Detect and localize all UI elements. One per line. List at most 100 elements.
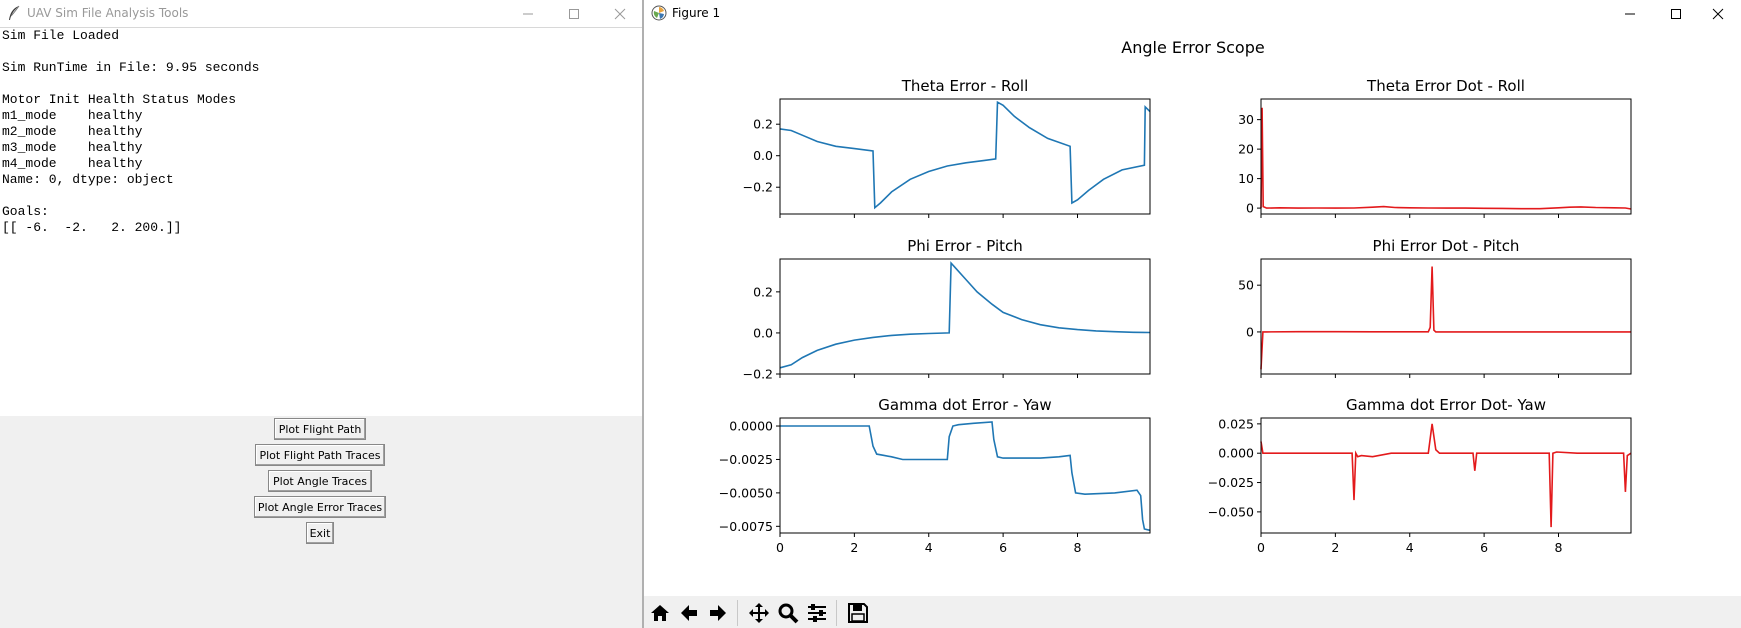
text-line: Sim RunTime in File: 9.95 seconds xyxy=(2,60,260,75)
subplot-title: Phi Error - Pitch xyxy=(907,237,1023,255)
button-panel: Plot Flight Path Plot Flight Path Traces… xyxy=(0,416,643,628)
close-icon xyxy=(614,8,626,19)
y-tick-label: −0.2 xyxy=(743,367,773,382)
y-tick-label: 0.0 xyxy=(753,325,773,340)
pan-button[interactable] xyxy=(746,600,772,626)
text-line: m4_mode healthy xyxy=(2,156,143,171)
zoom-button[interactable] xyxy=(775,600,801,626)
maximize-button[interactable] xyxy=(551,0,597,27)
plot-flight-path-button[interactable]: Plot Flight Path xyxy=(274,418,366,440)
forward-icon xyxy=(710,605,726,621)
x-tick-label: 6 xyxy=(999,540,1007,555)
x-tick-label: 0 xyxy=(1257,540,1265,555)
axes-frame xyxy=(779,417,1151,534)
subplot-title: Phi Error Dot - Pitch xyxy=(1373,237,1520,255)
save-button[interactable] xyxy=(845,600,871,626)
y-tick-label: 50 xyxy=(1238,278,1254,293)
back-button[interactable] xyxy=(676,600,702,626)
y-tick-label: 0.025 xyxy=(1218,416,1254,431)
text-line: m2_mode healthy xyxy=(2,124,143,139)
x-tick-label: 4 xyxy=(925,540,933,555)
home-icon xyxy=(651,605,669,621)
y-tick-label: 0 xyxy=(1246,201,1254,216)
y-tick-label: 0.000 xyxy=(1218,446,1254,461)
text-line: Goals: xyxy=(2,204,49,219)
figure-window-title: Figure 1 xyxy=(672,6,721,20)
y-tick-label: 10 xyxy=(1238,171,1254,186)
text-line: m1_mode healthy xyxy=(2,108,143,123)
forward-button[interactable] xyxy=(705,600,731,626)
axes-frame xyxy=(1260,417,1632,534)
home-button[interactable] xyxy=(647,600,673,626)
axes-frame xyxy=(779,98,1151,215)
figure-minimize-button[interactable] xyxy=(1607,0,1653,27)
y-tick-label: −0.050 xyxy=(1208,504,1254,519)
x-tick-label: 6 xyxy=(1480,540,1488,555)
text-line: Name: 0, dtype: object xyxy=(2,172,174,187)
y-tick-label: 0.0000 xyxy=(729,419,773,434)
text-line xyxy=(2,76,643,92)
configure-subplots-button[interactable] xyxy=(804,600,830,626)
subplot-title: Gamma dot Error - Yaw xyxy=(878,396,1051,414)
maximize-icon xyxy=(1671,8,1681,19)
back-icon xyxy=(681,605,697,621)
analysis-tools-window: UAV Sim File Analysis Tools Sim File Loa… xyxy=(0,0,643,628)
x-tick-label: 2 xyxy=(1331,540,1339,555)
text-line: [[ -6. -2. 2. 200.]] xyxy=(2,220,182,235)
configure-subplots-icon xyxy=(808,604,826,622)
output-text-area[interactable]: Sim File Loaded Sim RunTime in File: 9.9… xyxy=(0,28,643,416)
pan-icon xyxy=(749,603,769,623)
save-icon xyxy=(848,603,868,623)
series-line xyxy=(1260,423,1632,528)
y-tick-label: −0.0050 xyxy=(719,485,773,500)
series-line xyxy=(779,261,1151,369)
y-tick-label: 30 xyxy=(1238,112,1254,127)
navigation-toolbar xyxy=(644,596,1741,628)
text-line xyxy=(2,188,643,204)
series-line xyxy=(1260,266,1631,370)
x-tick-label: 0 xyxy=(776,540,784,555)
zoom-icon xyxy=(778,603,799,624)
subplot-title: Theta Error - Roll xyxy=(901,77,1029,95)
left-title-bar[interactable]: UAV Sim File Analysis Tools xyxy=(0,0,643,28)
matplotlib-icon xyxy=(651,5,667,21)
subplot-title: Theta Error Dot - Roll xyxy=(1366,77,1525,95)
plot-angle-error-traces-button[interactable]: Plot Angle Error Traces xyxy=(254,496,386,518)
window-divider xyxy=(642,0,644,628)
figure-window: Figure 1 Angle Error Scope Theta Error -… xyxy=(644,0,1741,628)
minimize-button[interactable] xyxy=(505,0,551,27)
feather-icon xyxy=(7,5,21,21)
window-title: UAV Sim File Analysis Tools xyxy=(27,6,189,20)
y-tick-label: −0.0075 xyxy=(719,519,773,534)
toolbar-separator xyxy=(836,600,837,626)
subplot-title: Gamma dot Error Dot- Yaw xyxy=(1346,396,1546,414)
plot-flight-path-traces-button[interactable]: Plot Flight Path Traces xyxy=(255,444,385,466)
y-tick-label: 20 xyxy=(1238,142,1254,157)
y-tick-label: 0.2 xyxy=(753,284,773,299)
text-line: Motor Init Health Status Modes xyxy=(2,92,237,107)
y-tick-label: 0 xyxy=(1246,324,1254,339)
figure-maximize-button[interactable] xyxy=(1653,0,1699,27)
axes-frame xyxy=(1260,98,1632,215)
x-tick-label: 4 xyxy=(1406,540,1414,555)
toolbar-separator xyxy=(737,600,738,626)
x-tick-label: 2 xyxy=(850,540,858,555)
maximize-icon xyxy=(569,8,579,19)
axes-frame xyxy=(1260,258,1632,375)
text-line: m3_mode healthy xyxy=(2,140,143,155)
series-line xyxy=(780,421,1151,532)
y-tick-label: 0.0 xyxy=(753,148,773,163)
y-tick-label: −0.2 xyxy=(743,180,773,195)
figure-title-bar[interactable]: Figure 1 xyxy=(644,0,1741,27)
figure-canvas[interactable]: Angle Error Scope Theta Error - Roll 0.2 0… xyxy=(644,27,1741,596)
figure-close-button[interactable] xyxy=(1695,0,1741,27)
close-icon xyxy=(1712,8,1724,19)
exit-button[interactable]: Exit xyxy=(306,522,334,544)
y-tick-label: −0.0025 xyxy=(719,452,773,467)
close-button[interactable] xyxy=(597,0,643,27)
figure-suptitle: Angle Error Scope xyxy=(1121,38,1264,57)
text-line xyxy=(2,44,643,60)
x-tick-label: 8 xyxy=(1074,540,1082,555)
minimize-icon xyxy=(523,13,533,14)
plot-angle-traces-button[interactable]: Plot Angle Traces xyxy=(268,470,372,492)
